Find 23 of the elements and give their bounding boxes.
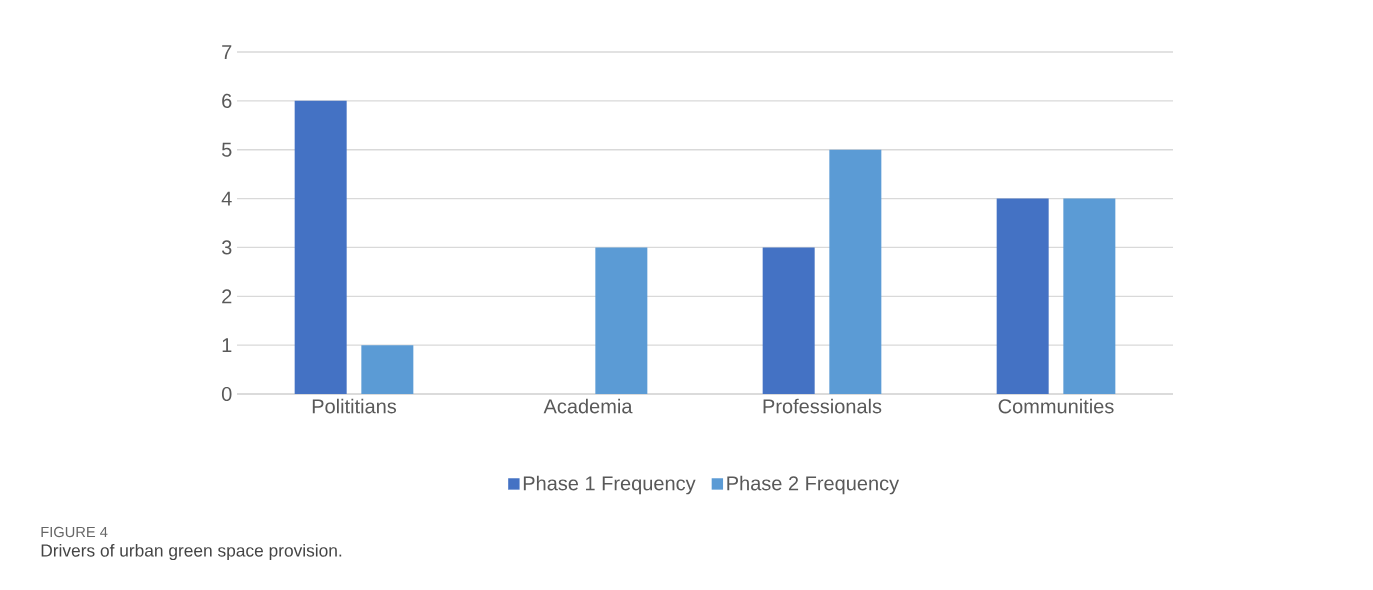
bar xyxy=(595,247,648,395)
y-tick-label: 2 xyxy=(222,289,232,304)
y-tick-label: 0 xyxy=(221,386,232,402)
legend-label: Phase 2 Frequency xyxy=(727,475,900,495)
y-tick-label: 3 xyxy=(221,240,232,255)
bar xyxy=(762,247,815,395)
x-tick-label: Communities xyxy=(998,398,1114,414)
y-tick-label: 5 xyxy=(221,142,232,157)
x-tick-label: Polititians xyxy=(312,398,397,414)
legend-label: Phase 1 Frequency xyxy=(523,475,696,495)
bar xyxy=(1063,198,1116,395)
y-tick-label: 7 xyxy=(222,45,232,59)
x-tick-label: Academia xyxy=(543,398,633,414)
y-tick-label: 4 xyxy=(221,191,232,206)
x-tick-label: Professionals xyxy=(763,398,882,414)
y-tick-label: 6 xyxy=(222,93,232,108)
bar xyxy=(361,345,414,395)
bar xyxy=(829,149,882,395)
bar xyxy=(294,100,347,395)
bar xyxy=(996,198,1049,395)
y-tick-label: 1 xyxy=(222,338,232,353)
text: Drivers of urban green space provision. xyxy=(41,543,342,561)
caption: FIGURE 4 xyxy=(41,526,108,538)
